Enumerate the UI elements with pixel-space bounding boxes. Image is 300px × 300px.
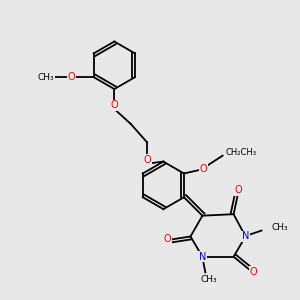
Text: CH₂CH₃: CH₂CH₃ [226, 148, 256, 157]
Text: O: O [110, 100, 118, 110]
Text: CH₃: CH₃ [200, 275, 217, 284]
Text: O: O [143, 155, 151, 165]
Text: O: O [68, 72, 75, 82]
Text: N: N [199, 252, 206, 262]
Text: CH₃: CH₃ [38, 73, 55, 82]
Text: O: O [234, 185, 242, 195]
Text: CH₃: CH₃ [272, 223, 288, 232]
Text: O: O [250, 267, 257, 277]
Text: N: N [242, 232, 249, 242]
Text: O: O [200, 164, 207, 174]
Text: O: O [164, 235, 171, 244]
